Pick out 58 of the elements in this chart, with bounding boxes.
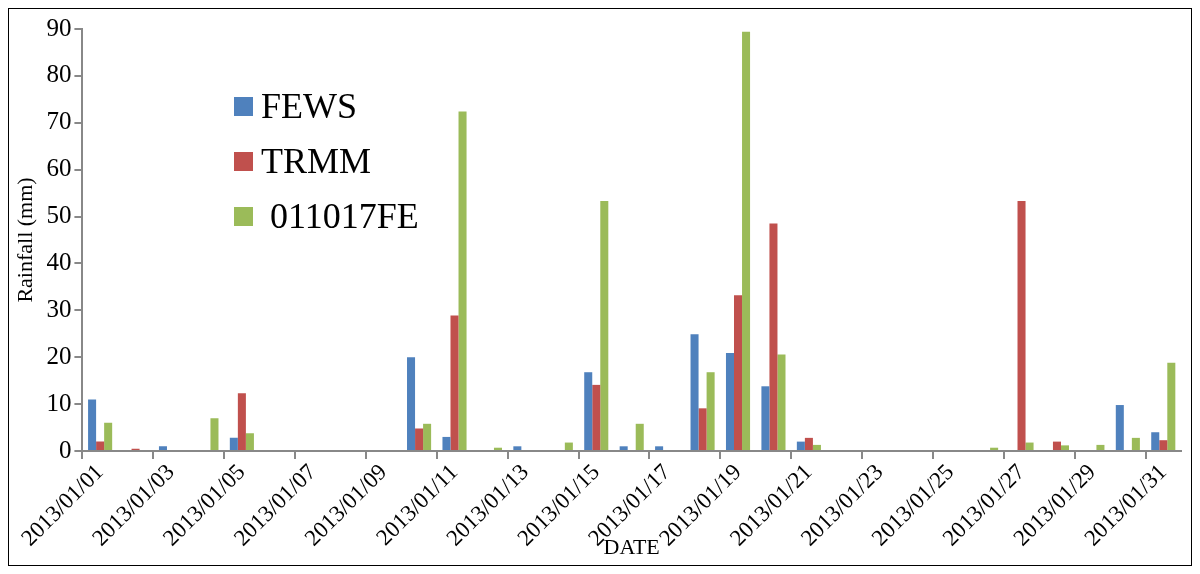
bar — [104, 422, 113, 450]
bar — [1159, 440, 1168, 450]
bar — [761, 386, 770, 450]
bar — [210, 418, 219, 450]
y-tick-label: 60 — [46, 154, 72, 182]
y-tick-label: 90 — [46, 13, 72, 41]
bar — [734, 295, 743, 450]
legend-label: FEWS — [261, 85, 358, 128]
bar — [407, 357, 416, 450]
bar — [769, 223, 778, 450]
bar — [655, 446, 664, 450]
bar — [619, 446, 628, 450]
y-axis-title: Rainfall (mm) — [11, 177, 37, 303]
bar — [635, 423, 644, 450]
bar — [592, 384, 601, 450]
bar — [1115, 405, 1124, 450]
bar — [698, 408, 707, 450]
bar — [1167, 362, 1176, 450]
bar — [229, 437, 238, 450]
bar — [1131, 437, 1140, 450]
bar — [237, 393, 246, 450]
bar — [796, 441, 805, 450]
bar — [1017, 201, 1026, 450]
bar — [423, 423, 432, 450]
bar — [442, 436, 451, 450]
y-tick-label: 80 — [46, 60, 72, 88]
bar — [742, 31, 751, 450]
bar — [804, 437, 813, 450]
bar — [725, 353, 734, 450]
bar — [1060, 445, 1070, 450]
bar — [88, 399, 97, 450]
bar — [158, 446, 167, 450]
bar — [458, 111, 467, 450]
y-tick-label: 70 — [46, 107, 72, 135]
bar — [564, 442, 573, 450]
y-tick-label: 10 — [46, 388, 72, 416]
legend-label: 011017FE — [269, 195, 419, 238]
bar — [690, 334, 699, 450]
bar — [1052, 441, 1061, 450]
y-tick-label: 0 — [58, 435, 72, 463]
y-tick-label: 30 — [46, 294, 72, 322]
bar — [1096, 444, 1105, 450]
bar — [96, 441, 105, 450]
bar — [584, 372, 593, 450]
bar — [415, 428, 424, 450]
y-tick-label: 20 — [46, 341, 72, 369]
legend-label: TRMM — [261, 140, 372, 183]
bar — [1025, 442, 1034, 450]
y-tick-label: 40 — [46, 248, 72, 275]
bar — [450, 315, 459, 450]
bar — [1151, 432, 1160, 450]
bar — [706, 372, 715, 450]
bar — [777, 354, 786, 450]
y-tick-label: 50 — [46, 201, 72, 229]
bar — [600, 201, 609, 450]
bar — [812, 444, 821, 450]
bar — [245, 433, 254, 450]
bar — [513, 446, 522, 450]
